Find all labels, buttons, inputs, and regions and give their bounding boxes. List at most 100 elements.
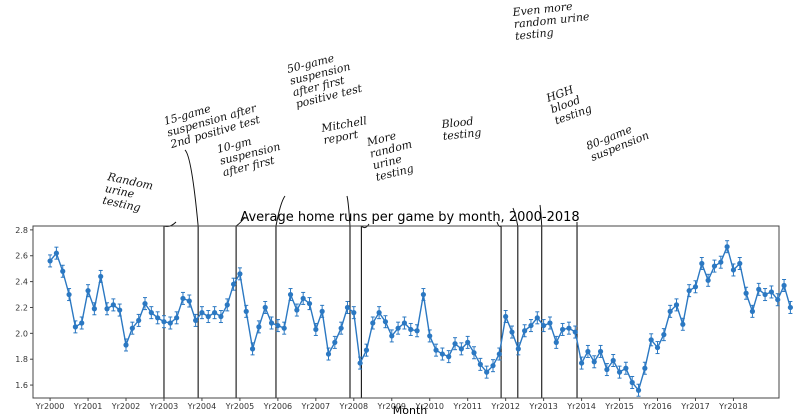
- data-point: [104, 306, 110, 312]
- annotation-arrow: [346, 195, 351, 227]
- x-tick-label: Yr2001: [73, 402, 103, 411]
- data-point: [749, 308, 756, 314]
- data-point: [243, 308, 249, 314]
- x-tick-label: Yr2017: [680, 402, 710, 411]
- data-point: [161, 319, 167, 325]
- data-point: [230, 281, 237, 287]
- y-axis: 1.6 1.8 2.0 2.2 2.4 2.6 2.8: [15, 226, 33, 390]
- data-point: [439, 351, 445, 357]
- data-point: [541, 322, 547, 329]
- data-point: [72, 324, 78, 330]
- x-tick-label: Yr2008: [339, 402, 369, 411]
- data-point: [686, 288, 692, 294]
- data-point: [692, 284, 699, 290]
- data-point: [534, 315, 540, 321]
- data-point: [730, 267, 737, 273]
- data-point: [155, 315, 161, 321]
- data-point: [249, 346, 256, 352]
- data-point: [401, 320, 408, 326]
- data-point: [167, 320, 173, 326]
- series-line-group: [47, 240, 793, 397]
- data-point: [414, 328, 420, 334]
- data-point: [711, 263, 718, 269]
- data-point: [85, 288, 91, 294]
- x-tick-label: Yr2010: [414, 402, 444, 411]
- data-point: [193, 317, 199, 324]
- data-point: [787, 304, 793, 311]
- data-point: [522, 328, 528, 334]
- annotation-text: testing: [442, 126, 482, 143]
- data-point: [471, 350, 477, 356]
- y-tick-label: 2.2: [15, 303, 28, 312]
- data-point: [205, 313, 211, 320]
- data-point: [351, 310, 357, 316]
- data-point: [673, 302, 680, 308]
- annotation-text: Blood: [440, 115, 474, 131]
- data-point: [781, 282, 787, 289]
- data-point: [325, 351, 332, 357]
- x-tick-label: Yr2007: [301, 402, 331, 411]
- data-point: [60, 268, 66, 274]
- data-point: [654, 344, 661, 351]
- annotation-text: testing: [101, 194, 141, 215]
- annotation-arrow: [275, 195, 286, 227]
- x-tick-label: Yr2000: [35, 402, 65, 411]
- data-point: [648, 337, 654, 343]
- data-point: [306, 300, 313, 307]
- data-point: [515, 346, 521, 352]
- x-tick-label: Yr2016: [642, 402, 672, 411]
- data-point: [376, 310, 382, 316]
- data-point: [642, 365, 648, 371]
- data-point: [180, 295, 186, 302]
- series-line: [49, 244, 792, 392]
- data-point: [395, 325, 401, 331]
- annotation-arrow: [361, 223, 370, 229]
- data-point: [775, 297, 781, 303]
- y-tick-label: 1.6: [15, 381, 28, 390]
- data-point: [174, 315, 180, 321]
- data-point: [547, 320, 553, 326]
- data-point: [66, 291, 72, 298]
- data-point: [718, 259, 724, 265]
- data-point: [635, 387, 642, 393]
- data-point: [344, 304, 351, 311]
- data-point: [47, 258, 53, 264]
- x-tick-label: Yr2003: [149, 402, 179, 411]
- data-point: [490, 363, 496, 369]
- data-point: [452, 341, 458, 347]
- data-point: [224, 302, 230, 308]
- data-point: [186, 298, 192, 304]
- data-point: [129, 325, 135, 331]
- data-point: [484, 369, 490, 375]
- data-point: [357, 360, 363, 366]
- data-point: [610, 357, 616, 364]
- data-point: [661, 332, 667, 338]
- data-point: [262, 304, 268, 311]
- data-point: [604, 366, 610, 373]
- y-tick-label: 2.0: [15, 329, 28, 338]
- data-point: [465, 339, 471, 345]
- data-point: [91, 306, 97, 312]
- data-point: [578, 360, 585, 366]
- data-point: [629, 379, 635, 386]
- data-point: [433, 347, 439, 353]
- x-tick-label: Yr2009: [376, 402, 406, 411]
- annotation-text: report: [322, 128, 359, 147]
- data-point: [136, 317, 142, 324]
- x-tick-label: Yr2014: [566, 402, 596, 411]
- data-point: [389, 333, 395, 339]
- data-point: [98, 273, 104, 280]
- data-point: [237, 271, 243, 277]
- x-axis: Yr2000 Yr2001 Yr2002 Yr2003 Yr2004 Yr2005 Yr20…: [35, 398, 748, 411]
- x-tick-label: Yr2011: [452, 402, 482, 411]
- data-point: [528, 322, 534, 329]
